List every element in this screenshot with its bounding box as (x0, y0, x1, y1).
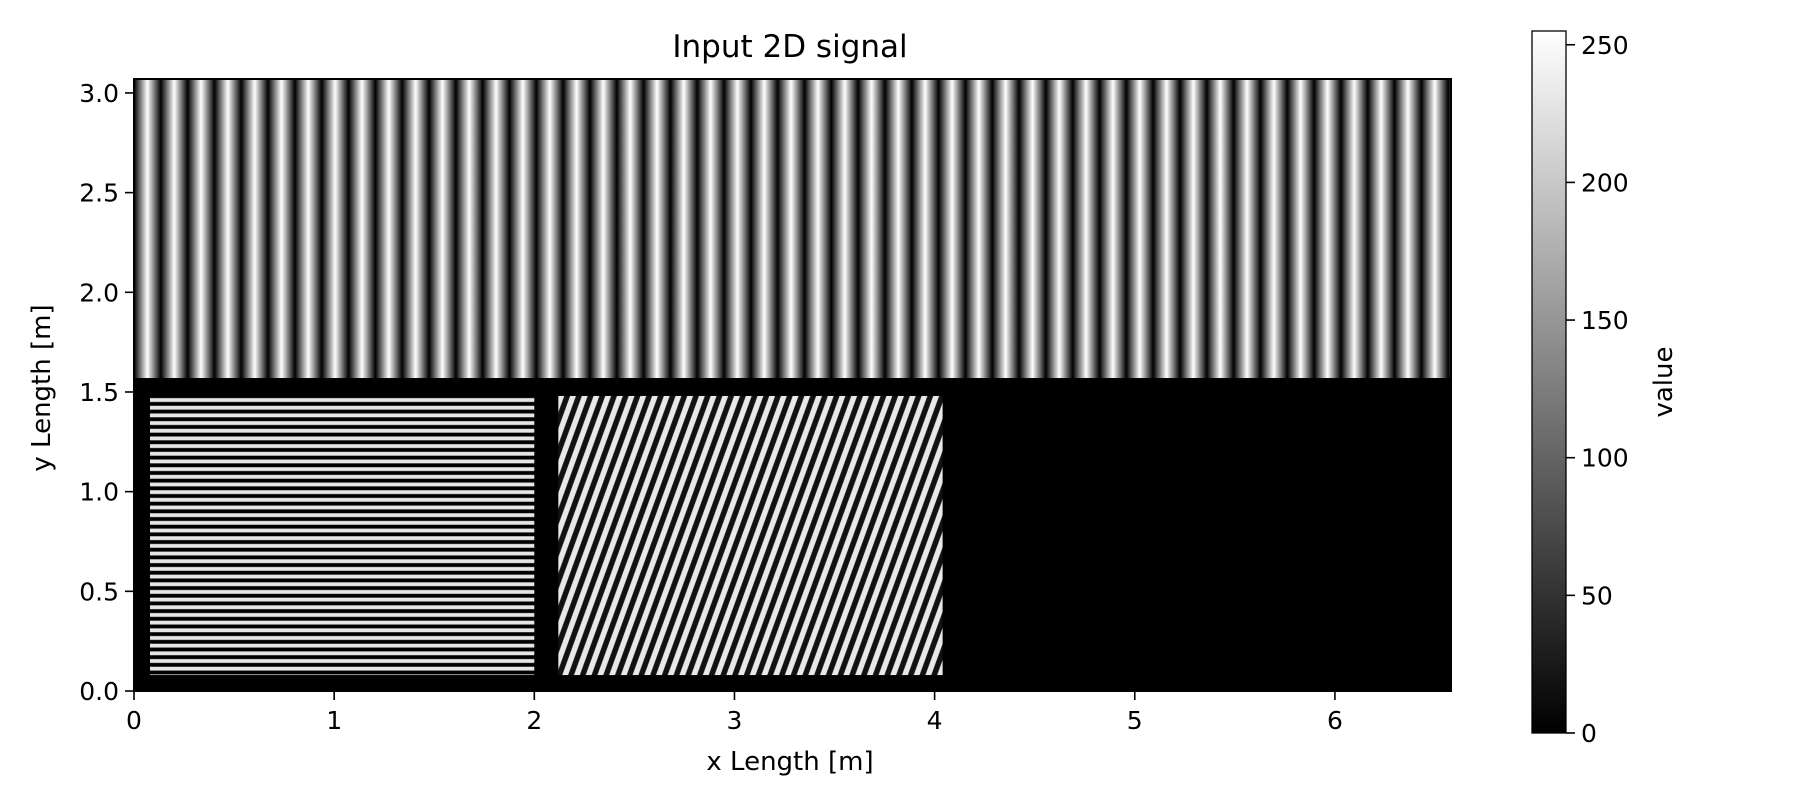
heatmap-plot-area (134, 79, 1451, 691)
y-axis: 0.0 0.5 1.0 1.5 2.0 2.5 3.0 (79, 79, 134, 706)
x-tick-label: 0 (126, 706, 142, 735)
x-tick-label: 4 (927, 706, 943, 735)
y-tick-label: 1.5 (79, 378, 119, 407)
y-tick-label: 2.5 (79, 179, 119, 208)
colorbar-tick-label: 0 (1581, 719, 1597, 748)
x-tick-label: 3 (727, 706, 743, 735)
x-tick-label: 5 (1127, 706, 1143, 735)
colorbar-tick-label: 200 (1581, 168, 1629, 197)
x-tick-label: 1 (326, 706, 342, 735)
x-tick-label: 2 (526, 706, 542, 735)
colorbar-ticks: 0 50 100 150 200 250 (1566, 31, 1629, 748)
colorbar-tick-label: 150 (1581, 306, 1629, 335)
region-diagonal-stripes (558, 396, 942, 675)
y-tick-label: 0.5 (79, 577, 119, 606)
colorbar-label: value (1649, 346, 1679, 417)
colorbar-tick-label: 100 (1581, 444, 1629, 473)
chart-title: Input 2D signal (672, 29, 907, 65)
colorbar-tick-label: 50 (1581, 581, 1613, 610)
y-tick-label: 2.0 (79, 278, 119, 307)
y-tick-label: 3.0 (79, 79, 119, 108)
y-axis-label: y Length [m] (27, 304, 57, 471)
region-horizontal-stripes (150, 396, 534, 675)
x-tick-label: 6 (1327, 706, 1343, 735)
y-tick-label: 0.0 (79, 677, 119, 706)
x-axis-label: x Length [m] (706, 747, 873, 777)
x-axis: 0 1 2 3 4 5 6 (126, 691, 1343, 735)
y-tick-label: 1.0 (79, 478, 119, 507)
region-vertical-stripes (134, 79, 1451, 378)
colorbar-tick-label: 250 (1581, 31, 1629, 60)
colorbar (1532, 31, 1566, 733)
